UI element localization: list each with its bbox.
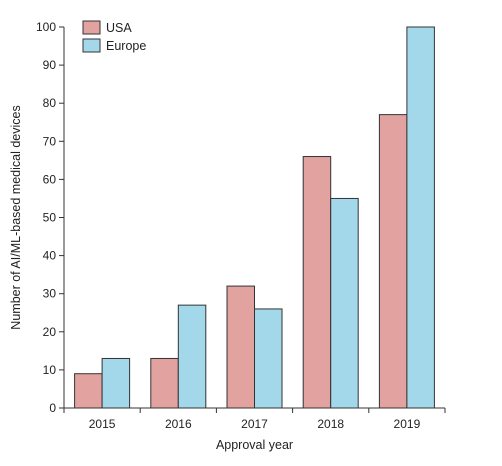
legend-label-europe: Europe xyxy=(106,39,146,53)
bar-europe-2019 xyxy=(406,26,435,409)
legend: USA Europe xyxy=(82,20,146,53)
y-axis-title: Number of AI/ML-based medical devices xyxy=(9,105,23,329)
y-tick-label: 90 xyxy=(43,58,57,72)
y-tick-label: 70 xyxy=(43,134,57,148)
x-axis-title: Approval year xyxy=(216,438,293,452)
legend-swatch-europe xyxy=(82,38,101,53)
bar-europe-2015 xyxy=(101,357,131,409)
y-tick-label: 80 xyxy=(43,96,57,110)
x-tick-label: 2017 xyxy=(241,417,268,431)
y-tick-label: 50 xyxy=(43,211,57,225)
y-tick-label: 100 xyxy=(36,20,56,34)
x-tick-label: 2015 xyxy=(89,417,116,431)
bar-usa-2015 xyxy=(74,373,103,409)
y-tick-label: 40 xyxy=(43,249,57,263)
bar-usa-2018 xyxy=(302,156,332,409)
x-axis-ticks: 2015 2016 2017 2018 2019 xyxy=(63,408,446,431)
bar-usa-2017 xyxy=(226,285,255,409)
y-tick-label: 60 xyxy=(43,172,57,186)
x-tick-label: 2016 xyxy=(165,417,192,431)
y-tick-label: 20 xyxy=(43,325,57,339)
y-axis-ticks: 0 10 20 30 40 50 60 70 80 90 100 xyxy=(36,20,64,415)
legend-swatch-usa xyxy=(82,20,101,35)
bar-europe-2017 xyxy=(254,308,283,409)
bars-group xyxy=(74,26,435,409)
y-tick-label: 30 xyxy=(43,287,57,301)
bar-europe-2016 xyxy=(177,304,207,409)
legend-label-usa: USA xyxy=(106,21,132,35)
y-tick-label: 0 xyxy=(49,401,56,415)
x-tick-label: 2019 xyxy=(394,417,421,431)
x-tick-label: 2018 xyxy=(317,417,344,431)
bar-usa-2016 xyxy=(150,357,179,409)
y-tick-label: 10 xyxy=(43,363,57,377)
bar-usa-2019 xyxy=(378,114,408,409)
bar-europe-2018 xyxy=(330,197,359,409)
